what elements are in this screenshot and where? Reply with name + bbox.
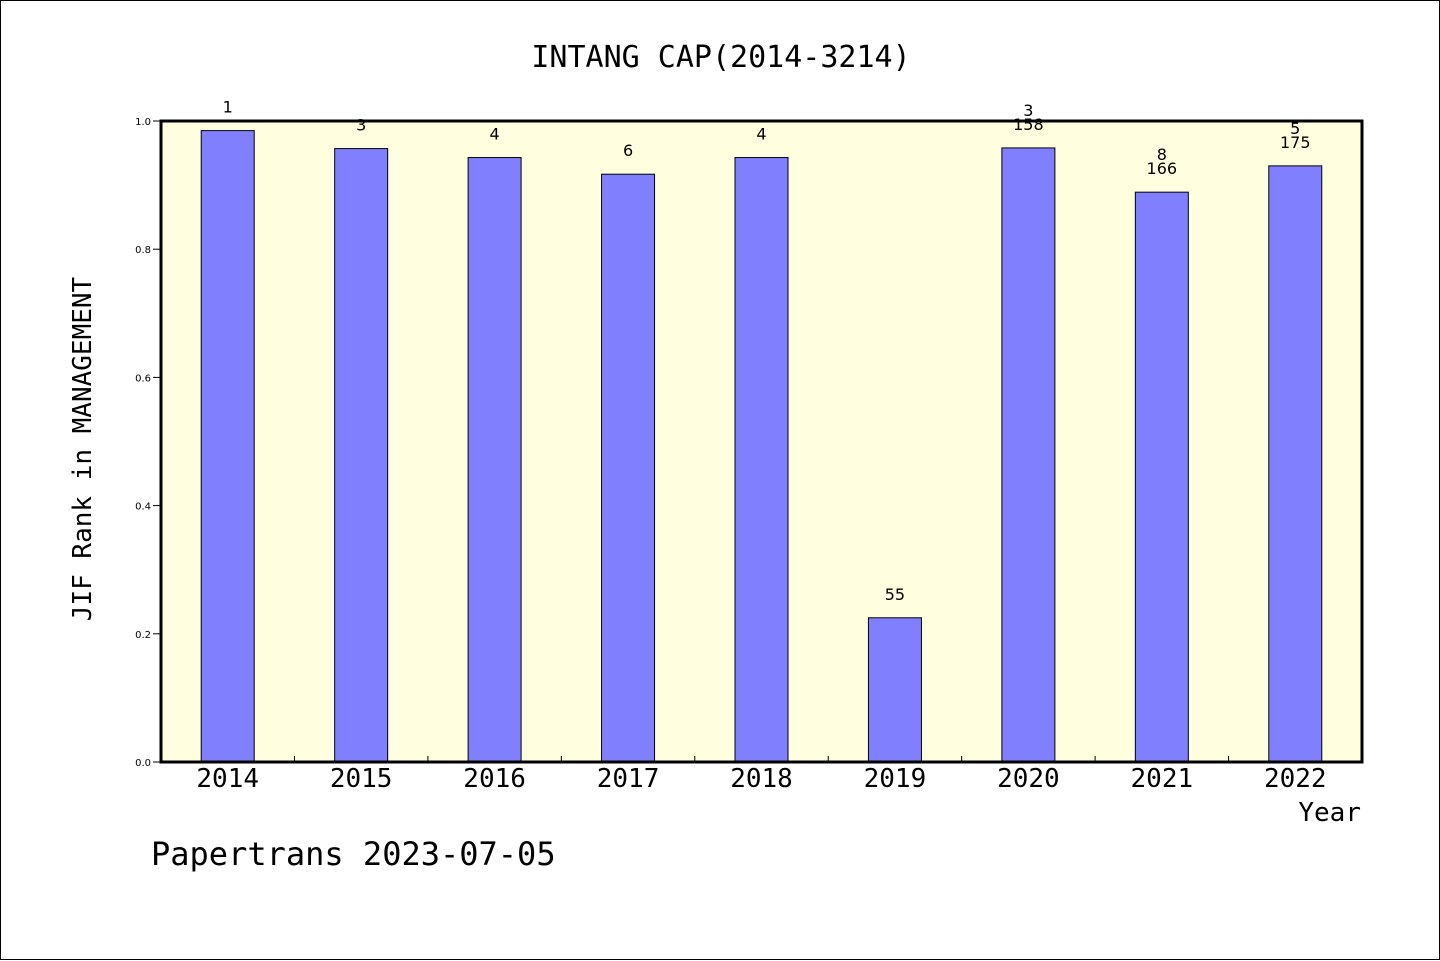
bars-layer — [200, 130, 1323, 763]
bar-2021 — [1134, 191, 1189, 763]
y-tick-label: 0.4 — [135, 502, 151, 513]
x-tick-label: 2019 — [864, 764, 927, 794]
bar-2016 — [467, 157, 522, 763]
data-label: 55 — [885, 585, 905, 604]
bar-2022 — [1268, 165, 1323, 763]
x-tick-label: 2020 — [997, 764, 1060, 794]
bar-2018 — [734, 157, 789, 763]
y-tick-label: 1.0 — [135, 117, 151, 128]
chart-title: INTANG CAP(2014-3214) — [531, 40, 910, 75]
bar-2014 — [200, 130, 255, 763]
data-label: 166 — [1147, 159, 1178, 178]
data-label: 5 — [1290, 119, 1300, 138]
x-tick-label: 2014 — [196, 764, 259, 794]
x-tick-label: 2017 — [597, 764, 660, 794]
y-tick-label: 0.8 — [135, 245, 151, 256]
data-label: 8 — [1157, 145, 1167, 164]
x-axis: 2014 2015 2016 2017 2018 2019 2020 2021 2022 — [196, 756, 1327, 794]
footer-text: Papertrans 2023-07-05 — [151, 835, 556, 873]
bar-2017 — [601, 173, 656, 763]
data-label: 175 — [1280, 133, 1311, 152]
x-axis-label: Year — [1298, 798, 1361, 828]
y-tick-label: 0.0 — [135, 758, 151, 769]
x-tick-label: 2022 — [1264, 764, 1327, 794]
x-tick-label: 2015 — [330, 764, 393, 794]
data-label: 4 — [490, 125, 500, 144]
bar-2020 — [1001, 147, 1056, 763]
data-label: 6 — [623, 141, 633, 160]
bar-2019 — [867, 617, 922, 763]
data-label: 4 — [756, 125, 766, 144]
y-tick-label: 0.6 — [135, 373, 151, 384]
data-label: 1 — [223, 98, 233, 117]
y-axis: 0.0 0.2 0.4 0.6 0.8 1.0 — [135, 117, 161, 769]
data-label: 3 — [356, 116, 366, 135]
y-tick-label: 0.2 — [135, 630, 151, 641]
data-label: 3 — [1023, 101, 1033, 120]
x-tick-label: 2018 — [730, 764, 793, 794]
x-tick-label: 2021 — [1131, 764, 1194, 794]
data-label: 158 — [1013, 115, 1044, 134]
x-tick-label: 2016 — [463, 764, 526, 794]
plot-border — [159, 119, 1364, 764]
bar-2015 — [334, 148, 389, 763]
y-axis-label: JIF Rank in MANAGEMENT — [68, 276, 98, 621]
